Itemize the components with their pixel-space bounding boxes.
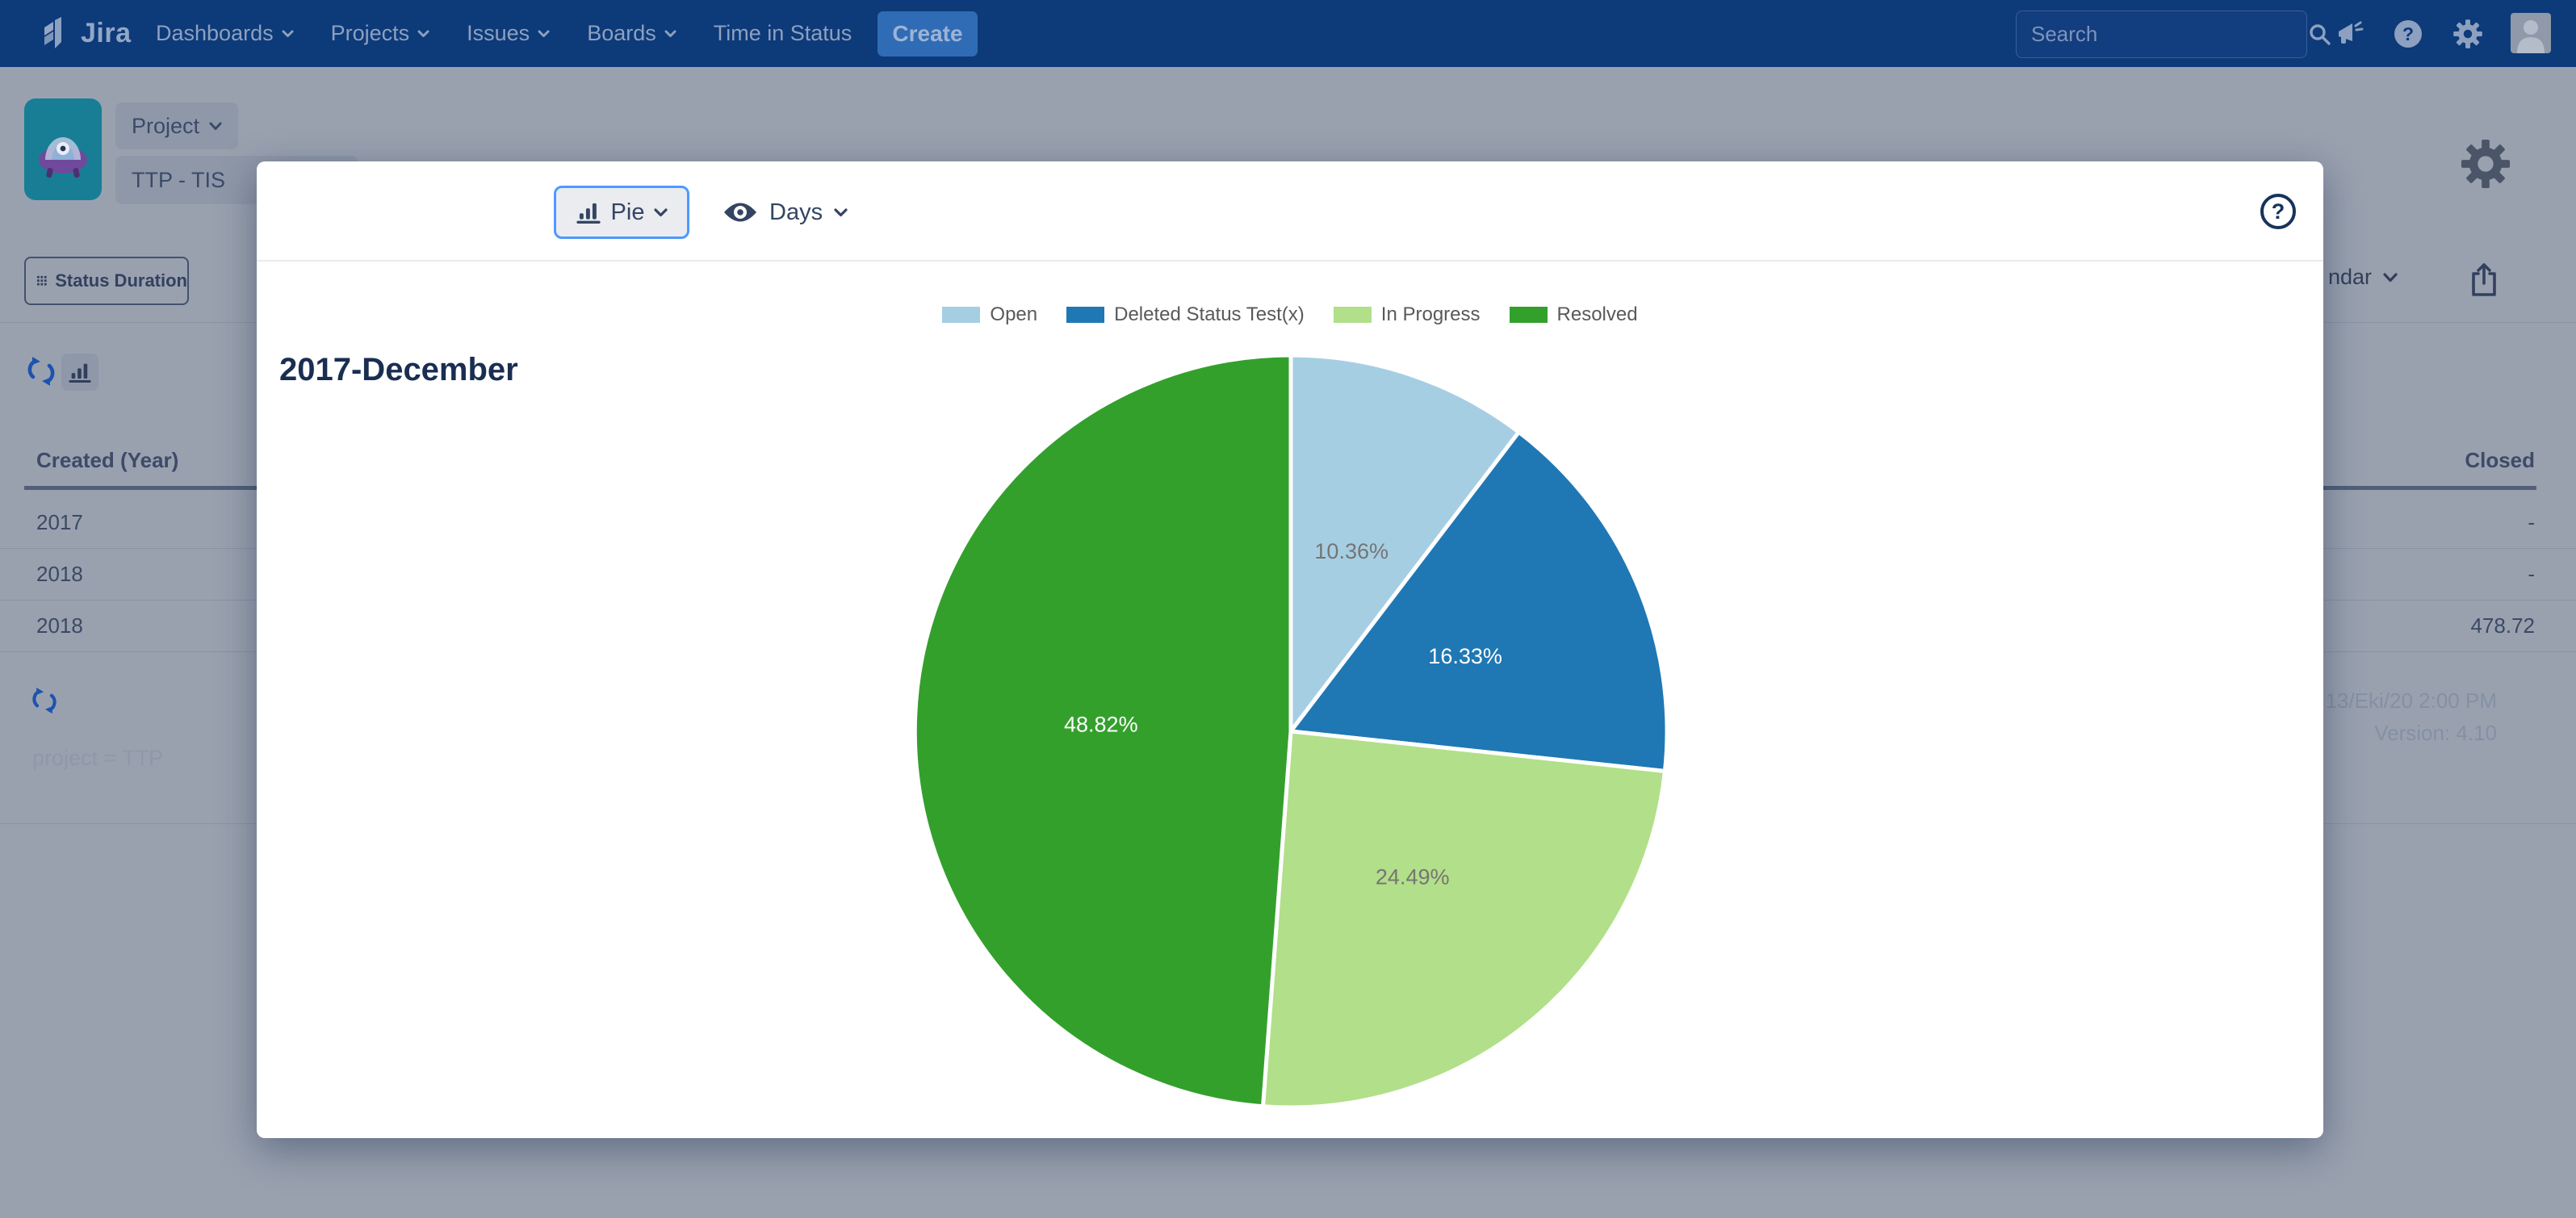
legend-swatch bbox=[1333, 307, 1372, 323]
search-icon[interactable] bbox=[2308, 23, 2344, 47]
feedback-megaphone-icon[interactable] bbox=[2335, 19, 2365, 52]
cell-created-year: 2018 bbox=[36, 562, 83, 586]
nav-menu: Dashboards Projects Issues Boards Time in St… bbox=[156, 0, 852, 67]
nav-item-issues[interactable]: Issues bbox=[467, 21, 550, 46]
legend-item-open[interactable]: Open bbox=[942, 303, 1037, 326]
pie-slice-value-label: 48.82% bbox=[1064, 712, 1138, 736]
nav-item-dashboards[interactable]: Dashboards bbox=[156, 21, 294, 46]
pie-slice-value-label: 10.36% bbox=[1314, 539, 1389, 563]
create-button[interactable]: Create bbox=[878, 11, 978, 57]
nav-item-label: Boards bbox=[587, 21, 656, 45]
project-name-label: TTP - TIS bbox=[132, 167, 226, 192]
legend-item-in-progress[interactable]: In Progress bbox=[1333, 303, 1481, 326]
chevron-down-icon bbox=[2383, 272, 2398, 282]
chart-legend: Open Deleted Status Test(x) In Progress Res… bbox=[257, 303, 2323, 326]
legend-item-deleted-status-test-x[interactable]: Deleted Status Test(x) bbox=[1066, 303, 1305, 326]
grid-icon bbox=[37, 275, 47, 286]
gear-icon[interactable] bbox=[2452, 19, 2483, 53]
chevron-down-icon bbox=[417, 30, 429, 37]
calendar-dropdown-partial[interactable]: ndar bbox=[2328, 265, 2398, 290]
cell-created-year: 2017 bbox=[36, 510, 83, 534]
legend-item-resolved[interactable]: Resolved bbox=[1509, 303, 1638, 326]
nav-item-projects[interactable]: Projects bbox=[331, 21, 430, 46]
nav-item-time-in-status[interactable]: Time in Status bbox=[714, 21, 852, 46]
cell-closed: - bbox=[2528, 562, 2535, 586]
chevron-down-icon bbox=[282, 30, 294, 37]
nav-item-label: Projects bbox=[330, 21, 410, 45]
chevron-down-icon bbox=[664, 30, 676, 37]
chart-type-label: Pie bbox=[610, 199, 645, 225]
unit-label: Days bbox=[769, 199, 823, 225]
legend-swatch bbox=[942, 307, 981, 323]
search-box bbox=[2016, 10, 2331, 58]
bar-chart-icon bbox=[576, 203, 601, 224]
pie-slice-resolved[interactable] bbox=[912, 353, 1293, 1109]
chart-view-button[interactable] bbox=[61, 354, 98, 391]
nav-item-label: Dashboards bbox=[156, 21, 274, 45]
cell-closed: 478.72 bbox=[2470, 613, 2535, 638]
legend-label: Deleted Status Test(x) bbox=[1114, 303, 1305, 325]
project-switcher-label: Project bbox=[132, 113, 200, 138]
chart-type-dropdown[interactable]: Pie bbox=[554, 186, 689, 239]
chevron-down-icon bbox=[654, 207, 668, 216]
brand-text: Jira bbox=[81, 18, 132, 48]
jira-logo-icon bbox=[44, 16, 61, 48]
status-duration-tab[interactable]: Status Duration bbox=[24, 257, 189, 305]
chart-modal: 2017-December Pie Days bbox=[257, 161, 2323, 1138]
refresh-icon[interactable] bbox=[26, 354, 57, 393]
legend-swatch bbox=[1066, 307, 1105, 323]
help-icon[interactable]: ? bbox=[2394, 20, 2422, 48]
pie-slice-in-progress[interactable] bbox=[1261, 729, 1667, 1110]
calendar-dropdown-label: ndar bbox=[2328, 265, 2373, 289]
pie-slice-value-label: 24.49% bbox=[1376, 865, 1450, 889]
top-nav-bar: Jira Dashboards Projects Issues Boards Time … bbox=[0, 0, 2576, 67]
nav-item-label: Issues bbox=[467, 21, 530, 45]
chevron-down-icon bbox=[538, 30, 550, 37]
cell-created-year: 2018 bbox=[36, 613, 83, 638]
bar-chart-icon bbox=[69, 363, 91, 383]
legend-label: Open bbox=[990, 303, 1038, 325]
version-text: Version: 4.10 bbox=[2374, 721, 2497, 745]
nav-item-label: Time in Status bbox=[713, 21, 852, 45]
pie-slice-deleted-status-test-x[interactable] bbox=[1288, 429, 1669, 773]
status-duration-label: Status Duration bbox=[55, 270, 187, 291]
jira-logo[interactable]: Jira bbox=[42, 0, 132, 67]
legend-swatch bbox=[1509, 307, 1548, 323]
unit-dropdown[interactable]: Days bbox=[723, 194, 848, 231]
refresh-icon[interactable] bbox=[31, 684, 58, 721]
pie-chart: 10.36% 16.33% 24.49% 48.82% bbox=[912, 353, 1669, 1110]
modal-title: 2017-December bbox=[279, 352, 518, 387]
jql-query-text: project = TTP bbox=[32, 746, 164, 770]
pie-slice-open[interactable] bbox=[1288, 353, 1521, 734]
chevron-down-icon bbox=[209, 122, 222, 130]
pie-slice-value-label: 16.33% bbox=[1428, 644, 1502, 668]
eye-icon bbox=[724, 203, 756, 222]
table-header-closed: Closed bbox=[2465, 448, 2535, 472]
chevron-down-icon bbox=[834, 207, 848, 216]
table-header-created-year: Created (Year) bbox=[36, 448, 179, 472]
page-settings-gear-icon[interactable] bbox=[2461, 139, 2511, 193]
project-switcher-button[interactable]: Project bbox=[115, 103, 239, 149]
project-avatar[interactable] bbox=[24, 98, 102, 200]
modal-header-divider bbox=[257, 260, 2323, 262]
nav-item-boards[interactable]: Boards bbox=[587, 21, 676, 46]
export-icon[interactable] bbox=[2469, 262, 2499, 303]
legend-label: Resolved bbox=[1556, 303, 1638, 325]
cell-closed: - bbox=[2528, 510, 2535, 534]
modal-help-icon[interactable]: ? bbox=[2260, 194, 2296, 229]
search-input[interactable] bbox=[2017, 22, 2308, 47]
user-avatar[interactable] bbox=[2511, 13, 2551, 53]
legend-label: In Progress bbox=[1380, 303, 1481, 325]
